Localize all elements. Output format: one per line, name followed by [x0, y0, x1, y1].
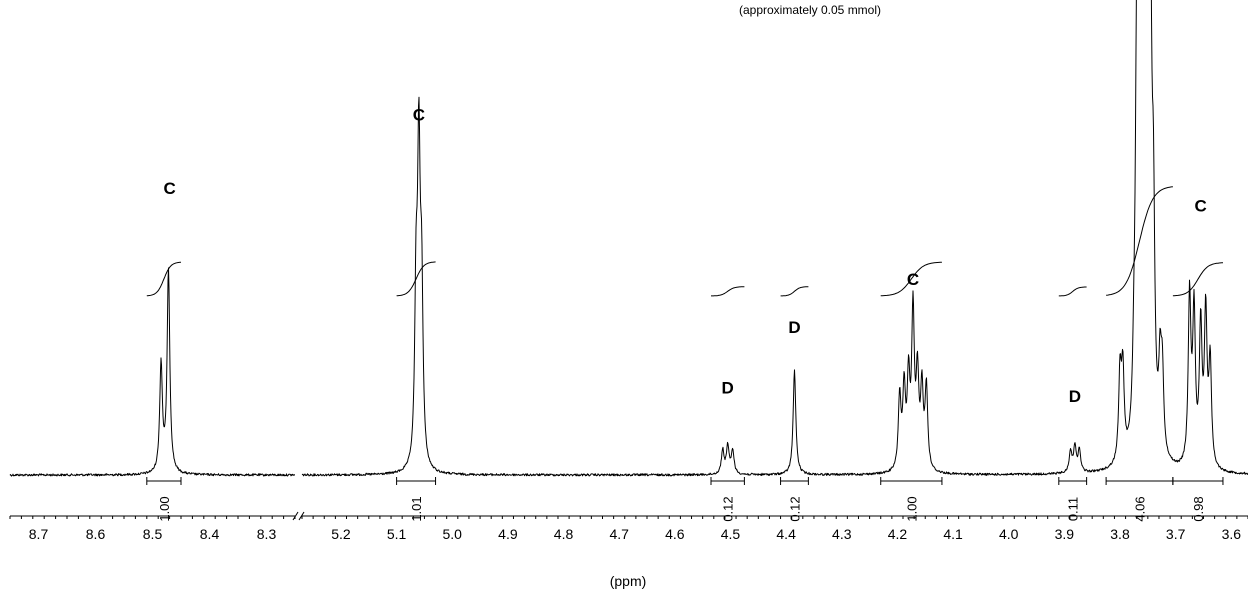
peak-label-d: D: [722, 378, 734, 397]
x-tick-label: 5.2: [331, 526, 351, 542]
x-tick-label: 3.7: [1166, 526, 1186, 542]
x-tick-label: 4.3: [832, 526, 852, 542]
axis-break-mark-left: [292, 511, 299, 521]
spectrum-trace-segment-2: [301, 0, 1248, 477]
integral-value: 4.06: [1132, 496, 1147, 521]
spectrum-trace-segment-1: [9, 267, 295, 477]
x-tick-label: 5.0: [443, 526, 463, 542]
spectrum-trace-group: [9, 0, 1248, 477]
integral-value: 0.12: [721, 496, 736, 521]
peak-label-c: C: [413, 106, 425, 125]
peak-label-c: C: [163, 179, 175, 198]
x-tick-label: 4.7: [609, 526, 629, 542]
x-tick-label: 8.4: [200, 526, 220, 542]
x-tick-label: 8.3: [257, 526, 277, 542]
x-tick-label: 4.0: [999, 526, 1019, 542]
integral-1.00-1-1-curve: [146, 261, 182, 297]
integral-0.98-2-7-curve: [1172, 262, 1223, 297]
integral-0.11-2-5-curve: [1058, 286, 1087, 297]
integral-0.12-2-3-curve: [780, 286, 809, 297]
x-tick-label: 4.4: [776, 526, 796, 542]
integral-value: 0.11: [1066, 497, 1081, 521]
integral-value: 0.12: [787, 496, 802, 521]
x-tick-label: 3.6: [1222, 526, 1242, 542]
x-tick-label: 4.1: [943, 526, 963, 542]
integral-value: 1.00: [157, 496, 172, 521]
integral-value: 0.98: [1191, 496, 1206, 521]
peak-label-d: D: [1069, 387, 1081, 406]
x-tick-label: 8.7: [29, 526, 49, 542]
x-axis: 8.7 8.6 8.5 8.4 8.3 5.2 5.1 5.0 4.9 4.8 4.7 4.6 4.5 4…: [9, 511, 1248, 542]
integral-value: 1.00: [904, 496, 919, 521]
x-tick-label: 3.8: [1110, 526, 1130, 542]
peak-label-group: CCDDCDCC: [163, 106, 1207, 406]
integral-value: 1.01: [409, 496, 424, 521]
axis-break-mark-right: [298, 511, 305, 521]
integral-1.00-2-4-curve: [880, 261, 942, 297]
sample-note: (approximately 0.05 mmol): [739, 3, 881, 17]
peak-label-c: C: [907, 270, 919, 289]
x-tick-label: 8.5: [143, 526, 163, 542]
integral-group: 1.00 1.01 0.12 0.12 1.00 0.11 4.06 0.98: [146, 186, 1224, 522]
x-tick-label: 3.9: [1055, 526, 1075, 542]
integral-0.12-2-2-curve: [711, 286, 745, 297]
x-axis-title: (ppm): [610, 573, 647, 589]
x-tick-label: 5.1: [387, 526, 407, 542]
x-tick-label: 4.8: [554, 526, 574, 542]
x-tick-label: 4.6: [665, 526, 685, 542]
x-tick-label: 4.2: [888, 526, 908, 542]
peak-label-c: C: [1195, 197, 1207, 216]
integral-1.01-2-1-curve: [396, 261, 436, 297]
x-tick-label: 4.5: [721, 526, 741, 542]
peak-label-d: D: [788, 318, 800, 337]
x-tick-label: 8.6: [86, 526, 106, 542]
x-tick-label: 4.9: [498, 526, 518, 542]
integral-4.06-2-6-curve: [1106, 186, 1173, 296]
